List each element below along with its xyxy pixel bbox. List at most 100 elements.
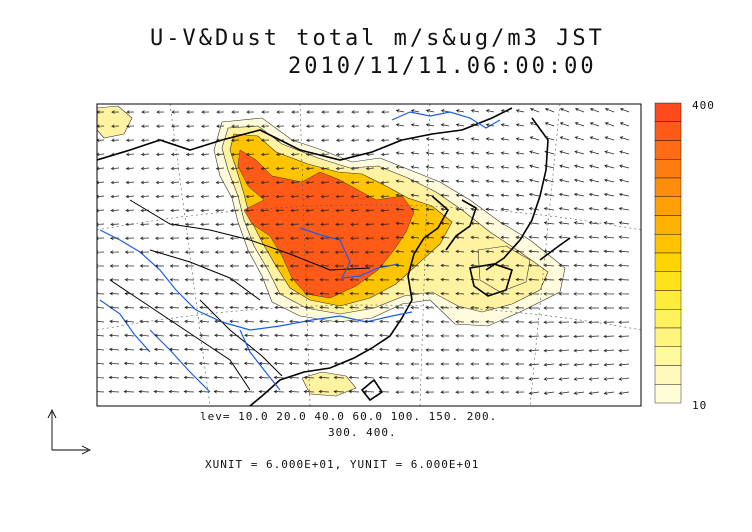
wind-arrow — [574, 164, 585, 169]
wind-arrow — [215, 166, 225, 171]
wind-arrow — [97, 180, 105, 185]
wind-arrow — [244, 236, 255, 241]
wind-arrow — [169, 333, 180, 338]
wind-arrow — [319, 278, 330, 282]
wind-arrow — [289, 264, 300, 268]
wind-arrow — [588, 192, 600, 197]
wind-arrow — [350, 138, 360, 143]
wind-arrow — [97, 124, 105, 128]
wind-arrow — [588, 306, 599, 310]
wind-arrow — [410, 291, 420, 296]
wind-arrow — [275, 180, 285, 185]
wind-arrow — [500, 151, 510, 155]
wind-arrow — [558, 363, 570, 367]
wind-arrow — [199, 278, 210, 282]
wind-arrow — [335, 194, 345, 199]
wind-arrow — [274, 319, 285, 324]
wind-arrow — [156, 124, 165, 128]
wind-arrow — [543, 363, 555, 367]
wind-arrow — [335, 138, 345, 143]
wind-arrow — [500, 137, 510, 141]
wind-arrow — [289, 291, 300, 296]
wind-arrow — [229, 291, 240, 296]
wind-arrow — [455, 291, 465, 296]
wind-arrow — [290, 152, 300, 157]
wind-arrow — [440, 123, 450, 127]
wind-arrow — [515, 376, 525, 380]
wind-arrow — [259, 264, 270, 268]
wind-arrow — [363, 389, 375, 394]
colorbar-swatch — [654, 234, 682, 254]
wind-arrow — [185, 222, 195, 227]
wind-arrow — [350, 166, 360, 171]
wind-arrow — [364, 305, 375, 310]
wind-arrow — [395, 362, 404, 366]
wind-arrow — [440, 151, 450, 155]
colorbar-swatch — [654, 177, 682, 197]
wind-vectors — [97, 107, 630, 395]
wind-arrow — [184, 319, 195, 324]
wind-arrow — [109, 319, 120, 324]
wind-arrow — [455, 263, 465, 268]
wind-arrow — [273, 375, 285, 380]
wind-arrow — [155, 208, 165, 213]
wind-arrow — [364, 236, 375, 241]
wind-arrow — [291, 124, 300, 128]
wind-arrow — [425, 123, 435, 127]
wind-arrow — [470, 179, 480, 183]
wind-arrow — [440, 320, 450, 324]
wind-arrow — [455, 151, 465, 155]
wind-arrow — [574, 122, 585, 127]
wind-arrow — [425, 249, 435, 254]
wind-arrow — [275, 222, 285, 227]
wind-arrow — [589, 136, 600, 141]
wind-arrow — [169, 319, 180, 324]
wind-arrow — [395, 263, 405, 268]
wind-arrow — [305, 208, 315, 213]
wind-arrow — [500, 165, 510, 169]
wind-arrow — [500, 334, 510, 338]
wind-arrow — [258, 375, 270, 380]
wind-arrow — [455, 109, 465, 113]
wind-arrow — [558, 292, 570, 296]
wind-arrow — [140, 194, 150, 199]
wind-arrow — [378, 389, 390, 394]
wind-arrow — [97, 110, 105, 114]
wind-arrow — [200, 194, 210, 199]
wind-arrow — [485, 179, 495, 183]
wind-arrow — [440, 193, 450, 197]
wind-arrow — [138, 375, 150, 380]
wind-arrow — [364, 333, 375, 338]
wind-arrow — [410, 305, 420, 310]
colorbar-min-label: 10 — [692, 399, 708, 412]
wind-arrow — [140, 152, 150, 157]
wind-arrow — [500, 263, 510, 268]
wind-arrow — [604, 164, 615, 169]
wind-arrow — [528, 391, 540, 395]
wind-arrow — [154, 319, 165, 324]
wind-arrow — [289, 333, 300, 338]
wind-arrow — [125, 208, 135, 213]
wind-arrow — [515, 390, 525, 394]
wind-arrow — [109, 291, 120, 296]
wind-arrow — [320, 194, 330, 199]
wind-arrow — [485, 165, 495, 169]
wind-arrow — [289, 319, 300, 324]
wind-arrow — [321, 110, 330, 114]
wind-arrow — [124, 250, 135, 254]
wind-arrow — [558, 320, 570, 325]
wind-arrow — [603, 263, 615, 268]
wind-arrow — [485, 249, 495, 254]
wind-arrow — [245, 166, 255, 171]
wind-arrow — [184, 278, 195, 282]
wind-arrow — [573, 320, 585, 325]
wind-arrow — [305, 180, 315, 185]
wind-arrow — [138, 389, 150, 394]
wind-arrow — [200, 152, 210, 157]
wind-arrow — [410, 151, 420, 155]
wind-arrow — [573, 249, 585, 253]
wind-arrow — [170, 152, 180, 157]
wind-arrow — [141, 124, 150, 128]
wind-arrow — [185, 166, 195, 171]
wind-arrow — [470, 249, 480, 254]
